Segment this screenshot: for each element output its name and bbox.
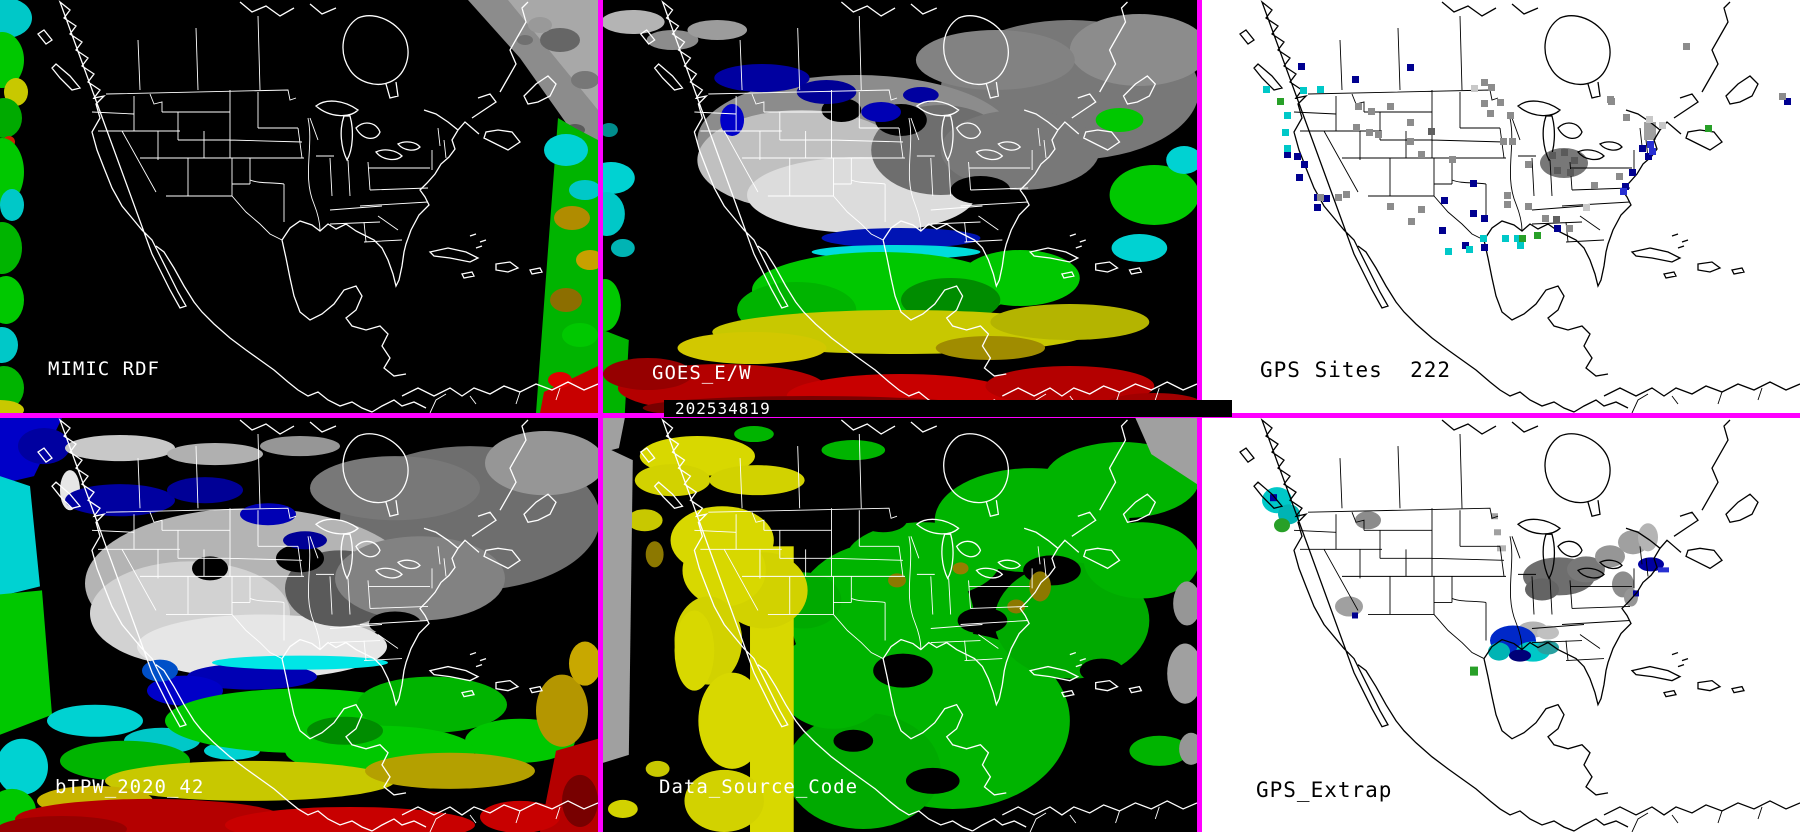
panel-goes-ew: GOES_E/W xyxy=(603,0,1197,413)
panel-label-mimic-rdf: MIMIC RDF xyxy=(48,358,160,380)
panel-btpw: bTPW_2020_42 xyxy=(0,418,598,832)
gps-sites-map-image xyxy=(1239,1,1800,413)
panel-label-btpw: bTPW_2020_42 xyxy=(55,776,205,798)
panel-gps-extrap: GPS_Extrap xyxy=(1202,418,1800,832)
panel-label-gps-extrap: GPS_Extrap xyxy=(1256,778,1393,802)
gps-extrap-map-image xyxy=(1239,419,1800,832)
panel-label-goes-ew: GOES_E/W xyxy=(652,362,752,384)
goes-ew-map-image xyxy=(603,1,1197,413)
panel-data-source-code: Data_Source_Code xyxy=(603,418,1197,832)
data-source-code-map-image xyxy=(603,418,1197,832)
timestamp-text: 202534819 xyxy=(675,399,771,418)
timestamp-bar: 202534819 xyxy=(664,400,1232,417)
panel-mimic-rdf: MIMIC RDF xyxy=(0,0,598,413)
panel-label-gps-sites: GPS Sites 222 xyxy=(1260,358,1452,382)
btpw-map-image xyxy=(0,418,598,832)
mimic-rdf-map-image xyxy=(0,0,598,413)
panel-label-data-source-code: Data_Source_Code xyxy=(659,776,859,798)
panel-gps-sites: GPS Sites 222 xyxy=(1202,0,1800,413)
